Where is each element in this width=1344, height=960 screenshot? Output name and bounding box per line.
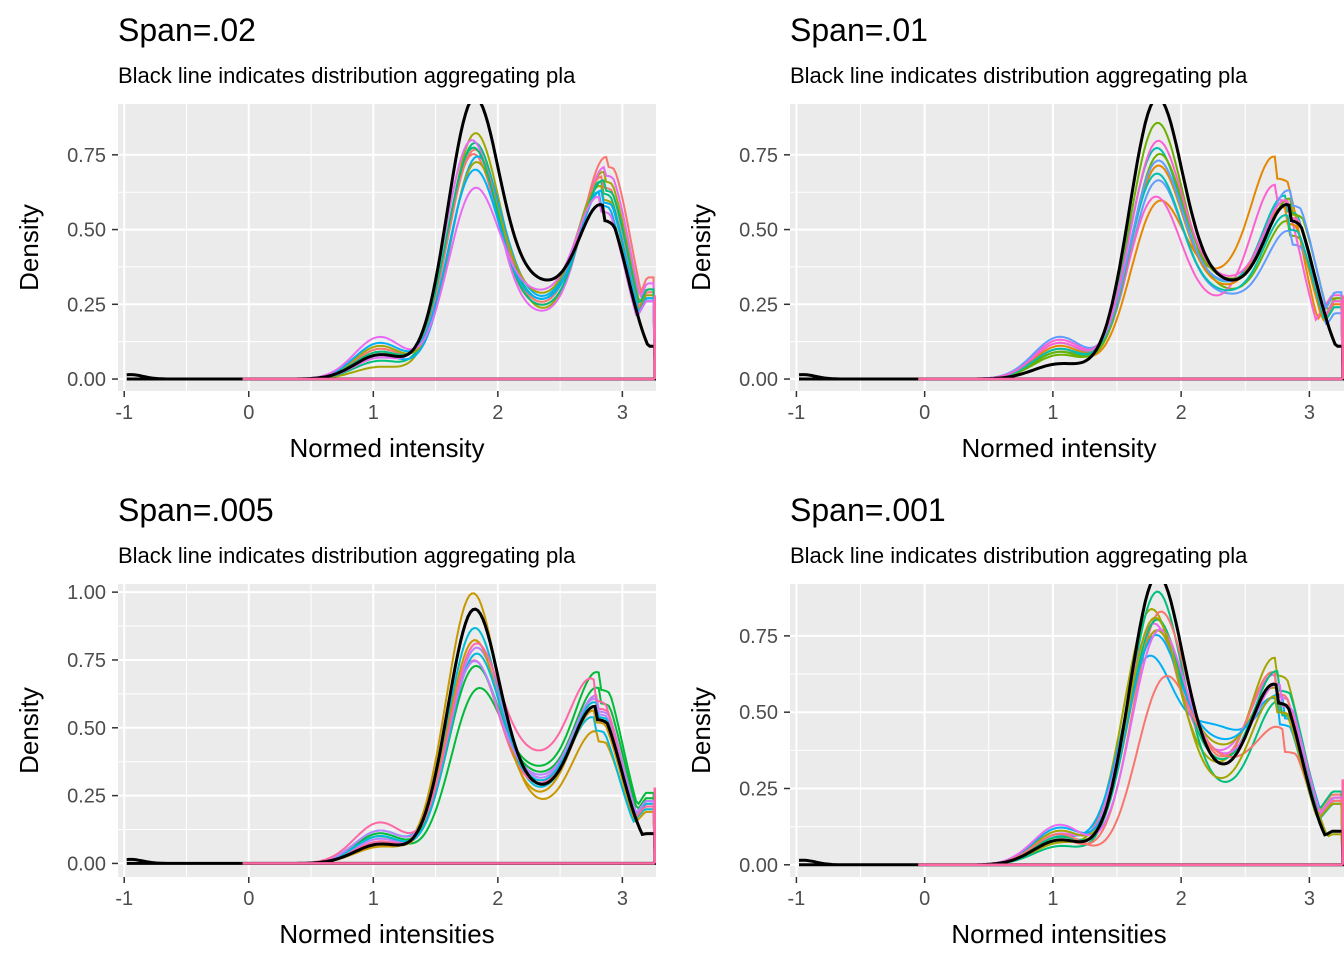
y-tick-label: 0.75 (67, 650, 106, 672)
x-tick-label: 0 (919, 402, 930, 424)
aggregate-density-line (798, 104, 1344, 381)
x-tick-label: 1 (368, 888, 379, 910)
y-tick-label: 0.00 (739, 369, 778, 391)
x-axis-label: Normed intensities (279, 919, 494, 949)
chart-subtitle: Black line indicates distribution aggreg… (118, 63, 576, 88)
x-axis-label: Normed intensity (961, 433, 1156, 463)
panel-background (118, 584, 656, 877)
x-tick-label: 3 (1304, 402, 1315, 424)
x-tick-label: 0 (919, 888, 930, 910)
y-tick-label: 1.00 (67, 582, 106, 604)
x-tick-label: -1 (115, 402, 133, 424)
chart-panel-1: Span=.02 Black line indicates distributio… (14, 12, 656, 463)
chart-title: Span=.01 (790, 12, 928, 48)
aggregate-density-line (798, 584, 1344, 867)
x-tick-label: 1 (368, 402, 379, 424)
plot-area (798, 104, 1344, 381)
chart-panel-3: Span=.005 Black line indicates distributi… (14, 492, 656, 949)
y-tick-label: 0.75 (739, 145, 778, 167)
x-axis-label: Normed intensities (951, 919, 1166, 949)
aggregate-density-line (126, 607, 656, 865)
x-tick-label: 3 (617, 888, 628, 910)
x-tick-label: 2 (1176, 888, 1187, 910)
chart-title: Span=.02 (118, 12, 256, 48)
plot-area (798, 584, 1344, 867)
y-tick-label: 0.25 (67, 294, 106, 316)
y-tick-label: 0.00 (67, 369, 106, 391)
x-tick-label: 3 (1304, 888, 1315, 910)
y-tick-label: 0.50 (67, 718, 106, 740)
x-tick-label: 0 (243, 888, 254, 910)
y-tick-label: 0.00 (67, 853, 106, 875)
y-tick-label: 0.25 (67, 786, 106, 808)
chart-title: Span=.001 (790, 492, 946, 528)
plot-area (126, 592, 656, 865)
y-tick-label: 0.75 (67, 145, 106, 167)
chart-subtitle: Black line indicates distribution aggreg… (790, 543, 1248, 568)
x-tick-label: -1 (788, 888, 806, 910)
y-axis-label: Density (686, 204, 716, 291)
x-tick-label: 2 (1176, 402, 1187, 424)
x-axis-label: Normed intensity (289, 433, 484, 463)
y-tick-label: 0.25 (739, 294, 778, 316)
plot-area (126, 104, 656, 381)
x-tick-label: -1 (788, 402, 806, 424)
x-tick-label: 2 (492, 402, 503, 424)
y-tick-label: 0.50 (67, 220, 106, 242)
chart-subtitle: Black line indicates distribution aggreg… (118, 543, 576, 568)
y-tick-label: 0.00 (739, 855, 778, 877)
x-tick-label: 1 (1047, 888, 1058, 910)
x-tick-label: 1 (1047, 402, 1058, 424)
chart-title: Span=.005 (118, 492, 274, 528)
y-axis-label: Density (14, 687, 44, 774)
aggregate-density-line (126, 104, 656, 381)
x-tick-label: -1 (115, 888, 133, 910)
chart-panel-2: Span=.01 Black line indicates distributio… (686, 12, 1344, 463)
chart-subtitle: Black line indicates distribution aggreg… (790, 63, 1248, 88)
x-tick-label: 0 (243, 402, 254, 424)
y-axis-label: Density (14, 204, 44, 291)
y-tick-label: 0.50 (739, 220, 778, 242)
x-tick-label: 2 (492, 888, 503, 910)
x-tick-label: 3 (617, 402, 628, 424)
y-tick-label: 0.25 (739, 778, 778, 800)
y-tick-label: 0.75 (739, 626, 778, 648)
y-tick-label: 0.50 (739, 702, 778, 724)
y-axis-label: Density (686, 687, 716, 774)
chart-panel-4: Span=.001 Black line indicates distributi… (686, 492, 1344, 949)
